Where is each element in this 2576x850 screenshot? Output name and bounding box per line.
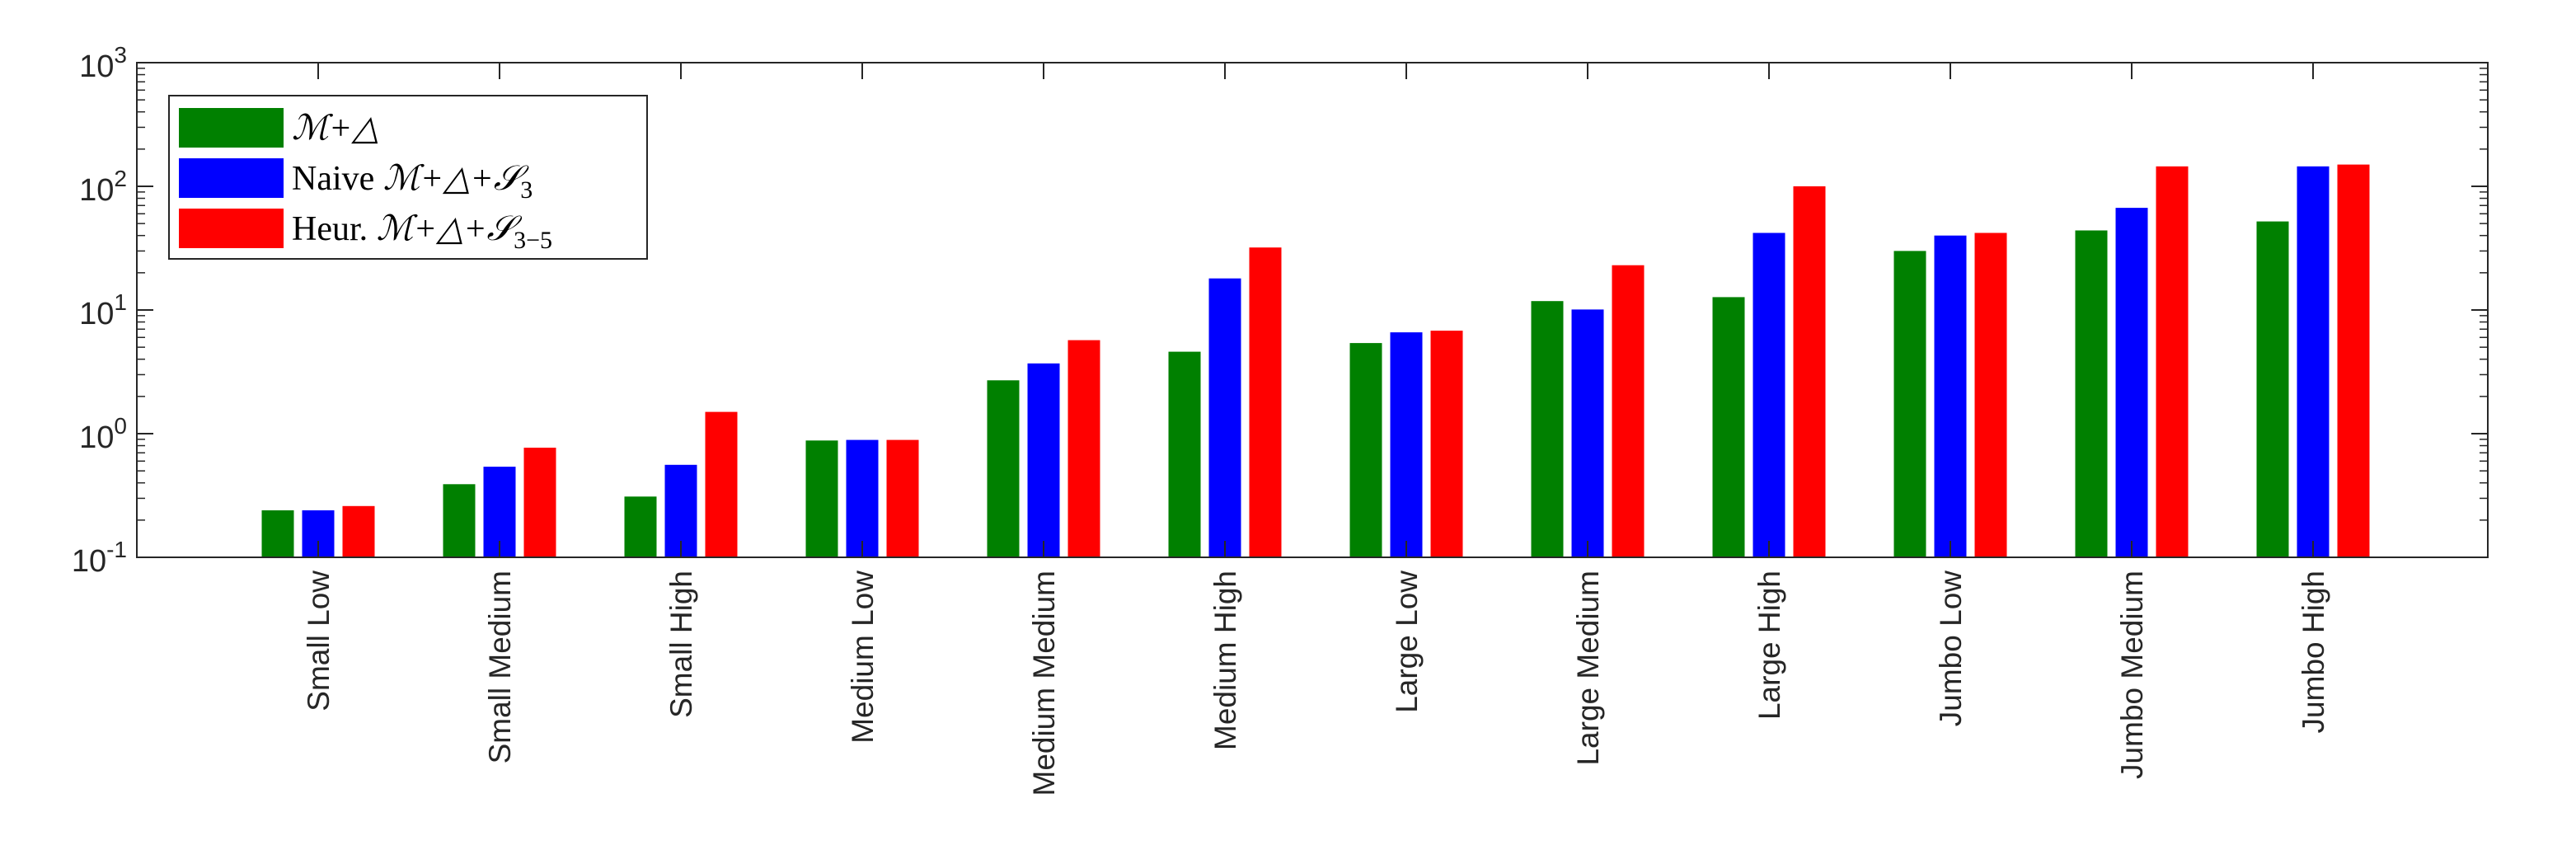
legend-label: Naive ℳ+△+𝒮3	[292, 160, 533, 204]
bar-s3-11	[2337, 164, 2370, 557]
bar-s2-7	[1571, 309, 1604, 557]
bar-s1-9	[1893, 251, 1926, 557]
bar-s1-4	[987, 380, 1020, 557]
legend-label: Heur. ℳ+△+𝒮3−5	[292, 210, 552, 254]
legend-swatch	[179, 108, 284, 148]
bar-s2-4	[1027, 363, 1060, 557]
x-tick-label: Medium Medium	[1027, 571, 1061, 796]
bar-s2-5	[1208, 278, 1241, 557]
x-tick-label: Large Medium	[1571, 571, 1605, 766]
bar-s1-11	[2256, 221, 2289, 557]
y-tick-label: 10-1	[72, 537, 127, 579]
bar-s1-2	[624, 496, 657, 557]
bar-s3-6	[1430, 331, 1463, 557]
legend-swatch	[179, 209, 284, 248]
bar-s1-10	[2075, 230, 2108, 557]
x-tick-label: Large High	[1753, 571, 1786, 720]
axes-layer	[136, 62, 2489, 558]
bar-s3-3	[886, 439, 919, 557]
bar-s2-3	[846, 439, 879, 557]
bar-s2-8	[1753, 232, 1785, 557]
bar-s3-10	[2156, 166, 2189, 558]
bar-s1-1	[443, 484, 476, 557]
y-tick-label: 102	[79, 166, 127, 208]
bar-s3-8	[1793, 186, 1826, 557]
legend-label: ℳ+△	[292, 110, 379, 148]
x-tick-label: Medium Low	[846, 571, 880, 744]
bar-s1-8	[1712, 297, 1745, 557]
bar-s2-11	[2297, 166, 2330, 558]
x-tick-label: Small Low	[302, 571, 335, 711]
bar-s3-9	[1974, 232, 2007, 557]
bar-s1-3	[805, 440, 838, 557]
bar-s3-7	[1612, 265, 1645, 557]
bar-s1-7	[1531, 301, 1564, 557]
x-tick-label: Large Low	[1390, 571, 1424, 713]
bar-s3-4	[1067, 340, 1100, 557]
legend: ℳ+△ Naive ℳ+△+𝒮3 Heur. ℳ+△+𝒮3−5	[168, 95, 648, 260]
bar-s1-6	[1349, 343, 1382, 557]
y-tick-label: 100	[79, 413, 127, 455]
bar-s2-9	[1934, 235, 1967, 557]
x-tick-label: Jumbo Medium	[2115, 571, 2149, 779]
bar-s3-1	[523, 448, 556, 557]
x-tick-label: Small Medium	[483, 571, 517, 763]
x-tick-label: Jumbo Low	[1934, 571, 1968, 726]
x-tick-label: Small High	[664, 571, 698, 718]
y-tick-label: 101	[79, 289, 127, 331]
y-tick-labels: 10-1 100 101 102 103	[72, 42, 127, 579]
legend-swatch	[179, 158, 284, 198]
bar-s3-2	[705, 411, 738, 557]
bar-s1-5	[1168, 351, 1201, 557]
bar-s3-0	[342, 505, 375, 557]
bar-s3-5	[1249, 247, 1282, 557]
bars-layer	[261, 164, 2370, 558]
bar-s1-0	[261, 510, 294, 557]
y-tick-label: 103	[79, 42, 127, 84]
x-tick-label: Jumbo High	[2297, 571, 2330, 733]
bar-s2-6	[1390, 332, 1423, 557]
x-tick-labels: Small Low Small Medium Small High Medium Lo…	[302, 571, 2330, 796]
bar-s2-10	[2115, 208, 2148, 557]
x-tick-label: Medium High	[1208, 571, 1242, 750]
